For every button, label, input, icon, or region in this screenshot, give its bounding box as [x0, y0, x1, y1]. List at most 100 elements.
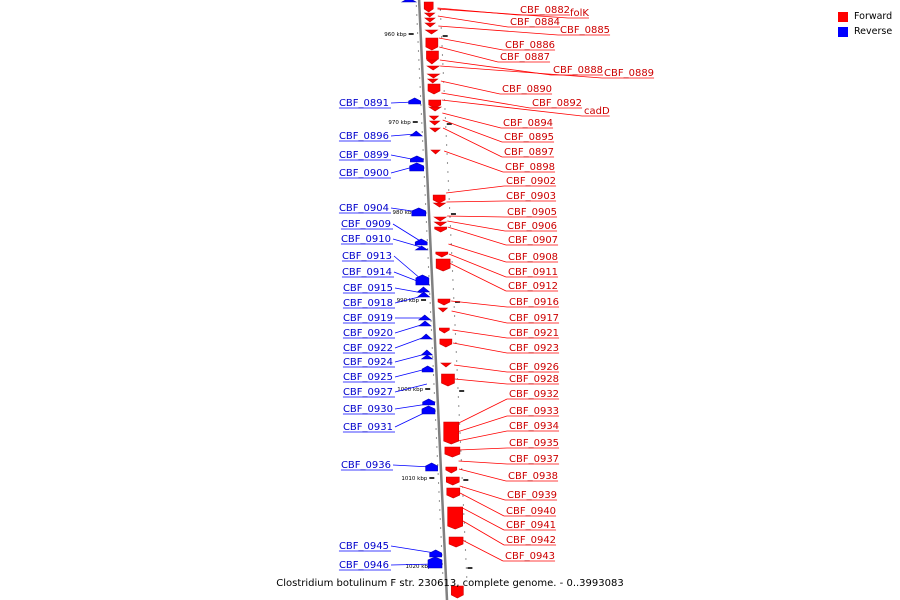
- forward-gene-arrow: [426, 65, 441, 71]
- forward-gene-arrow: [430, 149, 441, 155]
- ruler-dot: [448, 207, 451, 209]
- label-leaders: [338, 7, 655, 571]
- forward-leader-line: [447, 220, 506, 232]
- forward-gene-label: CBF_0908: [508, 252, 558, 263]
- ruler-dot: [429, 302, 431, 304]
- forward-gene-arrow: [428, 120, 441, 126]
- forward-gene-arrow: [446, 487, 461, 499]
- ruler-dot: [442, 572, 444, 574]
- forward-gene-arrow: [432, 194, 446, 204]
- forward-gene-arrow: [434, 226, 447, 233]
- reverse-gene-arrow: [414, 245, 429, 251]
- ruler-dot: [439, 518, 441, 520]
- ruler-dot: [419, 95, 422, 97]
- forward-gene-arrow: [428, 99, 442, 109]
- forward-gene-label: CBF_0943: [505, 551, 555, 562]
- ruler-dot: [422, 149, 424, 151]
- forward-gene-arrow: [425, 37, 439, 51]
- reverse-gene-arrow: [425, 462, 438, 472]
- ruler-dot: [430, 311, 432, 313]
- ruler-dot: [437, 464, 439, 466]
- forward-gene-arrow: [426, 78, 439, 84]
- forward-gene-label: CBF_0898: [505, 162, 555, 173]
- ruler-dot: [430, 320, 432, 322]
- forward-gene-label: CBF_0923: [509, 343, 559, 354]
- reverse-gene-label: CBF_0946: [339, 560, 389, 571]
- reverse-gene-arrow: [420, 354, 434, 360]
- ruler-dot: [458, 414, 460, 416]
- reverse-gene-arrow: [427, 556, 443, 569]
- forward-gene-arrow: [439, 327, 450, 334]
- reverse-gene-arrow: [422, 398, 435, 406]
- reverse-gene-label: CBF_0913: [342, 251, 392, 262]
- forward-gene-arrow: [444, 446, 461, 458]
- forward-leader-line: [457, 415, 508, 433]
- reverse-label: Reverse: [854, 26, 893, 37]
- forward-gene-label: folK: [570, 8, 589, 19]
- reverse-gene-label: CBF_0918: [343, 298, 393, 309]
- reverse-gene-arrow: [417, 314, 432, 321]
- forward-gene-label: cadD: [584, 106, 610, 117]
- reverse-gene-label: CBF_0931: [343, 422, 393, 433]
- ruler-dot: [432, 356, 434, 358]
- forward-gene-arrow: [423, 1, 434, 13]
- ruler-dot: [449, 225, 452, 227]
- reverse-gene-arrow: [429, 549, 442, 558]
- ruler-dot: [416, 14, 418, 16]
- forward-gene-label: CBF_0889: [604, 68, 654, 79]
- ruler-dot: [423, 176, 425, 178]
- ruler-dot: [450, 243, 452, 245]
- forward-leader-line: [446, 200, 505, 203]
- forward-swatch: [838, 11, 848, 22]
- forward-gene-label: CBF_0886: [505, 40, 555, 51]
- ruler-ticks: 960 kbp 970 kbp 980 kbp 990 kbp 1000 kbp 1010…: [384, 32, 473, 570]
- reverse-swatch: [838, 26, 848, 37]
- forward-leader-line: [442, 112, 502, 129]
- ruler-dot: [462, 495, 464, 497]
- forward-gene-arrow: [424, 17, 436, 23]
- ruler-dot: [457, 387, 459, 389]
- ruler-dot: [442, 72, 444, 74]
- forward-leader-line: [462, 539, 504, 562]
- ruler-dot: [455, 351, 457, 353]
- reverse-gene-arrow: [421, 405, 436, 415]
- ruler-dot: [433, 392, 435, 394]
- reverse-gene-arrow: [408, 97, 421, 105]
- ruler-dot: [457, 396, 459, 398]
- forward-leader-line: [443, 150, 504, 173]
- ruler-dot: [444, 117, 446, 119]
- ruler-dot: [459, 423, 461, 425]
- reverse-gene-arrow: [415, 274, 430, 286]
- ruler-dot: [442, 63, 444, 65]
- reverse-gene-arrow: [414, 238, 428, 246]
- ruler-label: 960 kbp: [384, 32, 407, 38]
- reverse-gene-arrow: [411, 207, 427, 217]
- ruler-dot: [441, 36, 443, 38]
- forward-gene-label: CBF_0941: [506, 520, 556, 531]
- reverse-gene-label: CBF_0896: [339, 131, 389, 142]
- forward-gene-label: CBF_0917: [509, 313, 559, 324]
- ruler-dot: [419, 86, 421, 88]
- forward-gene-label: CBF_0926: [509, 362, 559, 373]
- forward-gene-label: CBF_0938: [508, 471, 558, 482]
- ruler-dot: [435, 428, 437, 430]
- forward-gene-label: CBF_0940: [506, 506, 556, 517]
- ruler-dot: [436, 446, 438, 448]
- forward-leader-line: [457, 430, 508, 442]
- ruler-dot: [464, 549, 467, 551]
- ruler-dot: [454, 315, 456, 317]
- ruler-dot: [424, 194, 426, 196]
- ruler-dot: [451, 261, 453, 263]
- forward-gene-arrow: [445, 476, 460, 486]
- forward-gene-label: CBF_0933: [509, 406, 559, 417]
- forward-gene-label: CBF_0916: [509, 297, 559, 308]
- forward-gene-label: CBF_0939: [507, 490, 557, 501]
- forward-leader-line: [437, 8, 569, 19]
- ruler-dot: [456, 360, 458, 362]
- forward-leader-line: [454, 364, 508, 373]
- forward-gene-label: CBF_0902: [506, 176, 556, 187]
- ruler-dot: [453, 306, 455, 308]
- ruler-dot: [419, 77, 421, 79]
- ruler-dot: [424, 203, 427, 205]
